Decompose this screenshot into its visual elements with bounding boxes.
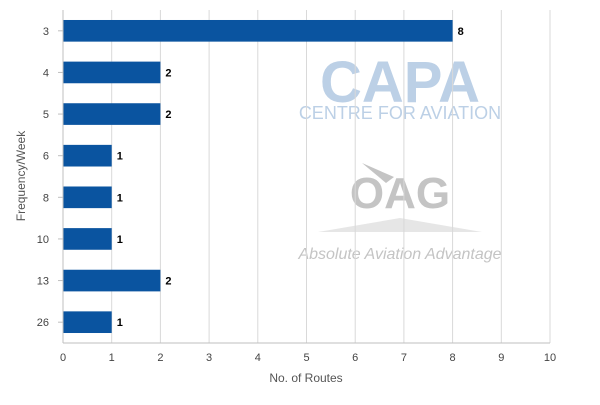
- bar: [63, 228, 112, 250]
- x-tick-label: 7: [401, 352, 407, 364]
- bar: [63, 311, 112, 334]
- y-tick-label: 4: [43, 67, 49, 79]
- y-tick-label: 26: [37, 317, 49, 329]
- capa-tagline-watermark: CENTRE FOR AVIATION: [299, 103, 501, 123]
- data-label: 2: [165, 109, 171, 121]
- x-tick-label: 1: [109, 352, 115, 364]
- x-tick-label: 4: [255, 352, 261, 364]
- x-axis-title: No. of Routes: [269, 371, 342, 385]
- x-tick-label: 0: [60, 352, 66, 364]
- data-label: 1: [117, 317, 123, 329]
- bars: 8 2 2 1 1 1 2 1: [63, 19, 464, 334]
- oag-swoosh-icon: [362, 163, 394, 183]
- y-axis-title: Frequency/Week: [14, 130, 28, 221]
- x-tick-label: 8: [450, 352, 456, 364]
- x-tick-label: 9: [498, 352, 504, 364]
- data-label: 1: [117, 234, 123, 246]
- data-label: 1: [117, 192, 123, 204]
- x-tick-label: 2: [157, 352, 163, 364]
- bar: [63, 103, 161, 125]
- x-tick-label: 10: [544, 352, 556, 364]
- y-tick-label: 8: [43, 192, 49, 204]
- x-tick-label: 6: [352, 352, 358, 364]
- watermark-layer: CAPA CENTRE FOR AVIATION OAG Absolute Av…: [297, 50, 501, 263]
- bar: [63, 144, 112, 167]
- data-label: 2: [165, 67, 171, 79]
- y-tick-label: 3: [43, 26, 49, 38]
- axes: 0 1 2 3 4 5 6 7 8 9 10 3 4 5 6 8 10 13 26: [37, 10, 556, 364]
- bar: [63, 19, 453, 42]
- x-tick-label: 5: [303, 352, 309, 364]
- data-label: 8: [458, 26, 464, 38]
- y-tick-label: 6: [43, 151, 49, 163]
- data-label: 1: [117, 151, 123, 163]
- x-tick-label: 3: [206, 352, 212, 364]
- capa-logo-watermark: CAPA: [320, 50, 480, 115]
- bar: [63, 186, 112, 209]
- oag-logo-watermark: OAG: [350, 169, 450, 218]
- y-tick-label: 13: [37, 276, 49, 288]
- bar: [63, 61, 161, 84]
- oag-wing-icon: [318, 218, 482, 232]
- oag-tagline-watermark: Absolute Aviation Advantage: [297, 246, 501, 263]
- y-tick-label: 5: [43, 109, 49, 121]
- data-label: 2: [165, 276, 171, 288]
- y-tick-label: 10: [37, 234, 49, 246]
- bar: [63, 269, 161, 292]
